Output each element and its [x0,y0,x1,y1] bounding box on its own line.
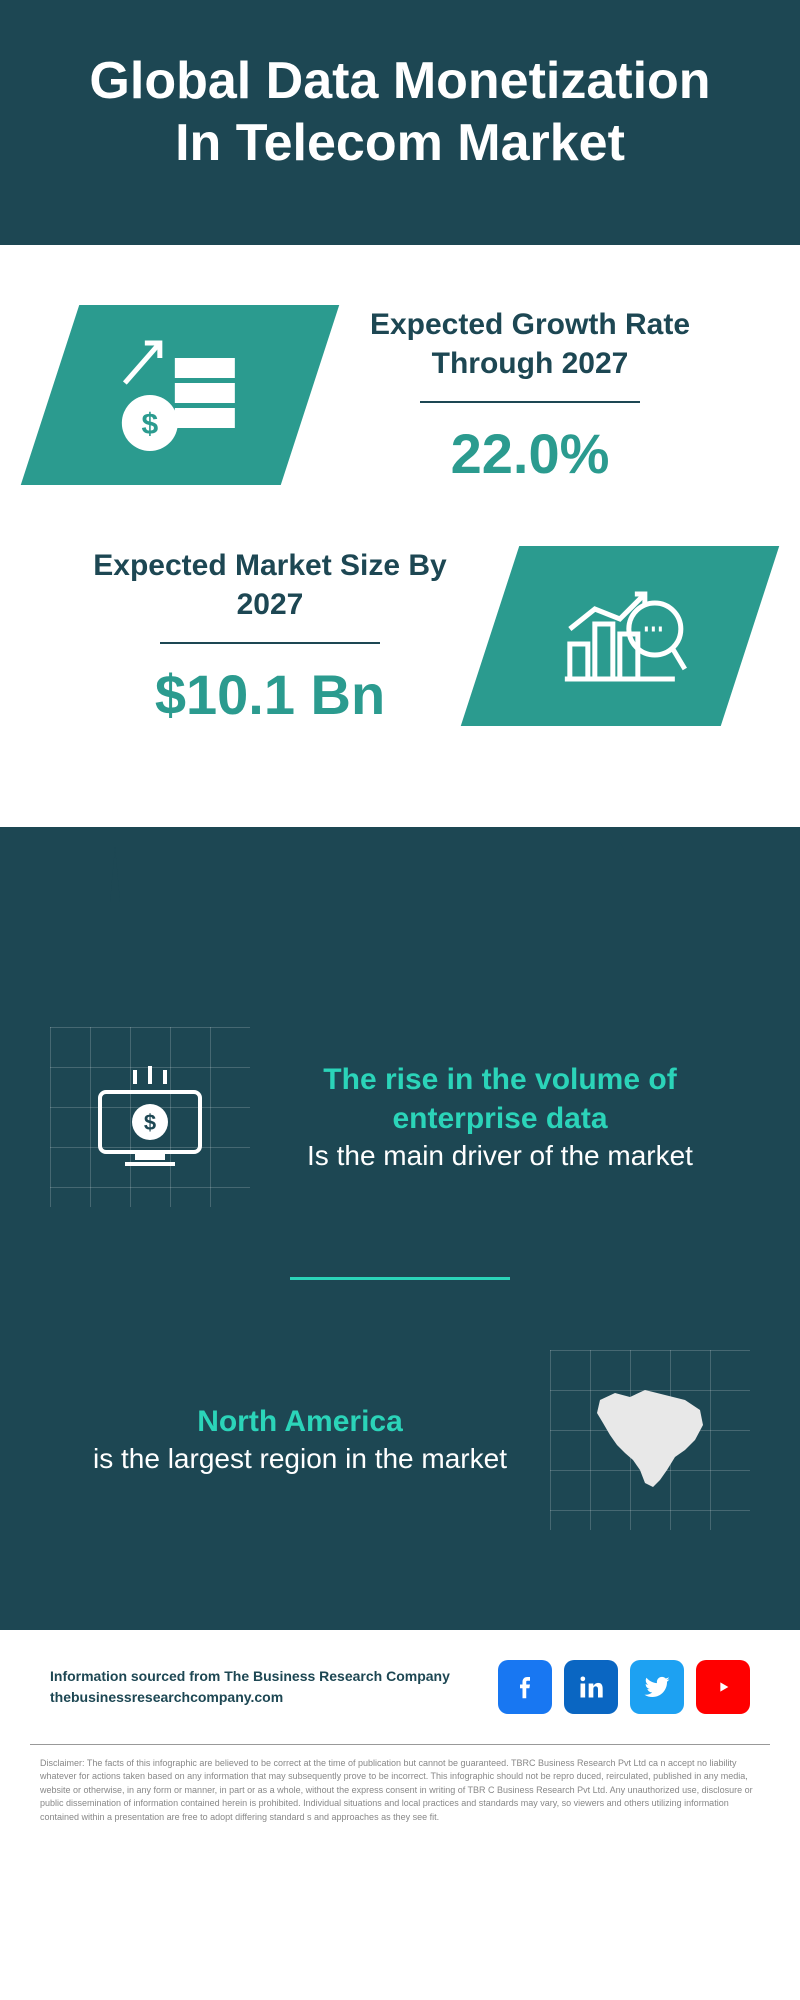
region-text: North America is the largest region in t… [50,1402,550,1477]
footer-source: Information sourced from The Business Re… [50,1666,450,1708]
twitter-icon[interactable] [630,1660,684,1714]
growth-icon-box: $ [21,305,339,485]
svg-text:$: $ [142,408,159,441]
page-title: Global Data Monetization In Telecom Mark… [60,50,740,175]
marketsize-value: $10.1 Bn [90,662,450,727]
region-icon-box [550,1350,750,1530]
facebook-icon[interactable] [498,1660,552,1714]
driver-text: The rise in the volume of enterprise dat… [250,1060,750,1174]
region-row: North America is the largest region in t… [50,1320,750,1560]
growth-label: Expected Growth Rate Through 2027 [350,305,710,383]
stat-marketsize-row: Expected Market Size By 2027 $10.1 Bn [50,546,750,727]
dark-section: $ The rise in the volume of enterprise d… [0,967,800,1630]
driver-sub: Is the main driver of the market [270,1138,730,1174]
analytics-icon [545,569,695,704]
marketsize-label: Expected Market Size By 2027 [90,546,450,624]
teal-divider [290,1277,510,1280]
skyline-graphic [0,827,800,967]
social-icons [498,1660,750,1714]
source-url: thebusinessresearchcompany.com [50,1687,450,1708]
region-headline: North America [70,1402,530,1441]
divider [160,642,380,644]
footer: Information sourced from The Business Re… [0,1630,800,1734]
marketsize-text: Expected Market Size By 2027 $10.1 Bn [50,546,490,727]
driver-row: $ The rise in the volume of enterprise d… [50,997,750,1237]
header: Global Data Monetization In Telecom Mark… [0,0,800,245]
stat-growth-row: $ Expected Growth Rate Through 2027 22.0… [50,305,750,486]
svg-text:$: $ [144,1110,156,1135]
growth-text: Expected Growth Rate Through 2027 22.0% [310,305,750,486]
money-growth-icon: $ [105,328,255,463]
region-sub: is the largest region in the market [70,1441,530,1477]
north-america-map-icon [575,1375,725,1505]
growth-value: 22.0% [350,421,710,486]
disclaimer: Disclaimer: The facts of this infographi… [30,1744,770,1855]
stats-section: $ Expected Growth Rate Through 2027 22.0… [0,245,800,827]
marketsize-icon-box [461,546,779,726]
monitor-dollar-icon: $ [85,1062,215,1172]
driver-headline: The rise in the volume of enterprise dat… [270,1060,730,1138]
source-line: Information sourced from The Business Re… [50,1666,450,1687]
youtube-icon[interactable] [696,1660,750,1714]
linkedin-icon[interactable] [564,1660,618,1714]
divider [420,401,640,403]
driver-icon-box: $ [50,1027,250,1207]
